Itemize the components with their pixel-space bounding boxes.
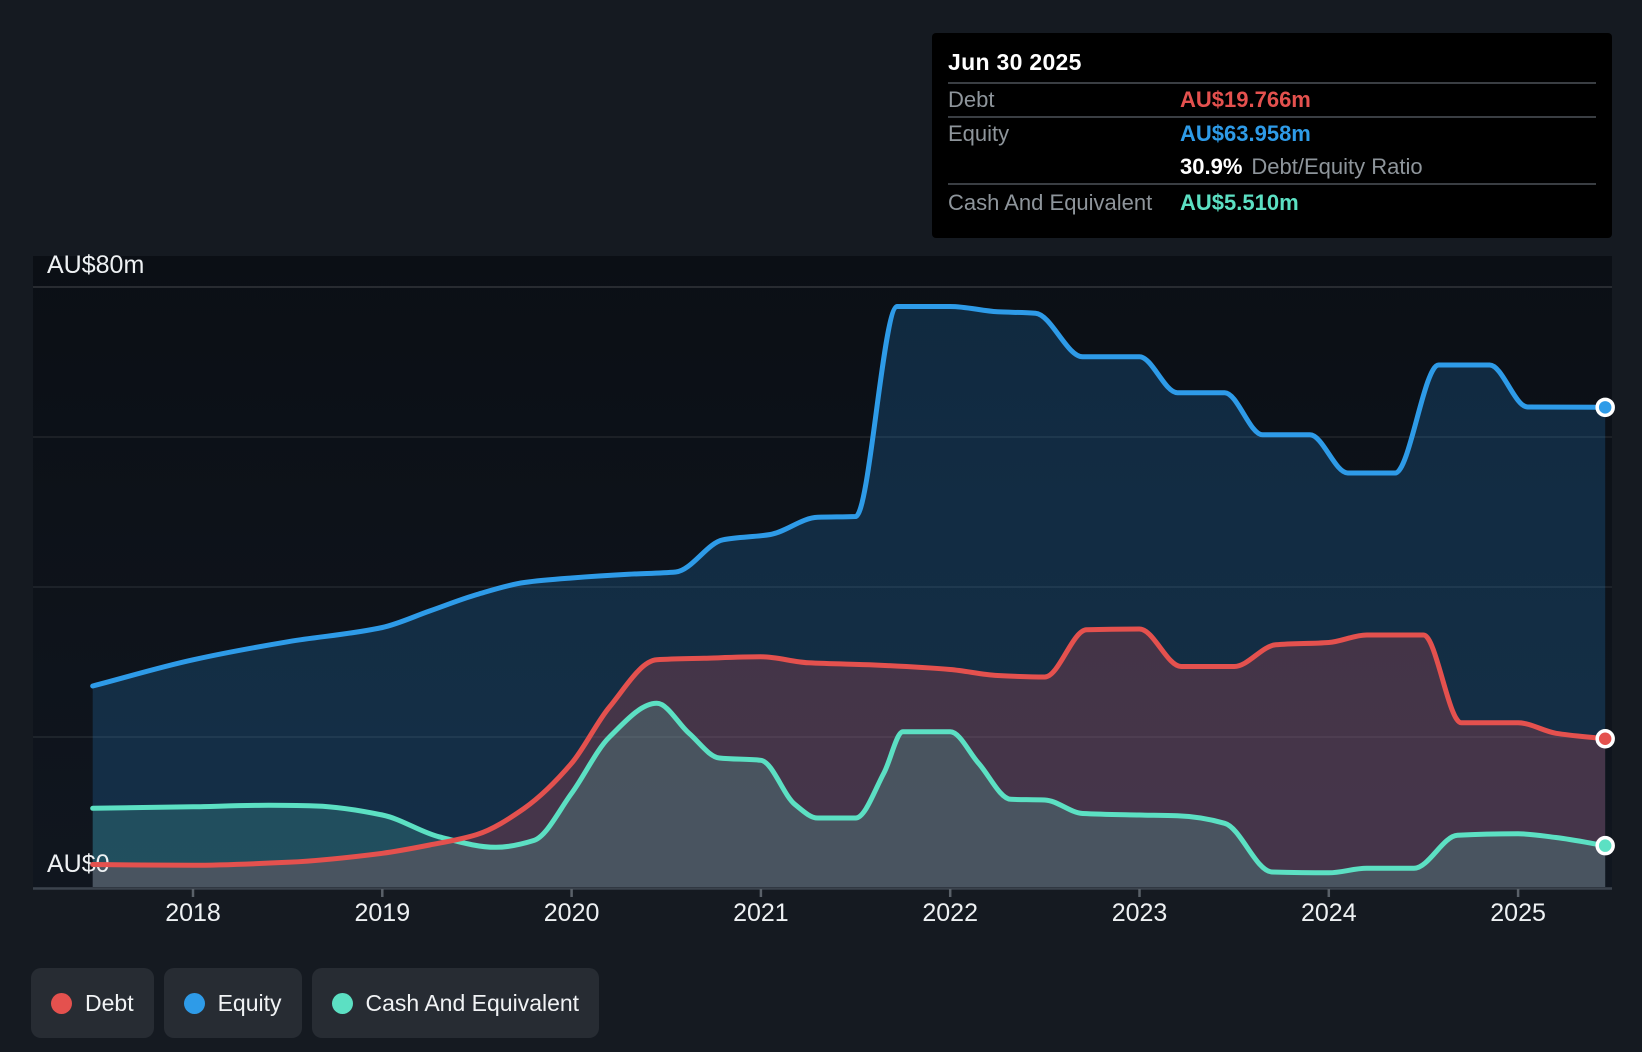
cash-and-equivalent-endpoint-dot xyxy=(1595,835,1615,856)
legend-equity-label: Equity xyxy=(217,989,282,1016)
debt-line xyxy=(90,626,1608,868)
tooltip-cash-value: AU$5.510m xyxy=(1180,189,1299,215)
x-axis-label: 2020 xyxy=(544,899,600,927)
chart-tooltip: Jun 30 2025 Debt AU$19.766m Equity AU$63… xyxy=(932,33,1612,238)
legend-cash-label: Cash And Equivalent xyxy=(365,989,580,1016)
plot-area[interactable] xyxy=(33,256,1612,887)
tooltip-row-cash: Cash And Equivalent AU$5.510m xyxy=(948,183,1596,220)
tooltip-cash-label: Cash And Equivalent xyxy=(948,189,1153,215)
x-axis-label: 2021 xyxy=(733,899,789,927)
tooltip-date: Jun 30 2025 xyxy=(948,49,1082,75)
tooltip-equity-label: Equity xyxy=(948,121,1010,146)
x-axis-label: 2025 xyxy=(1490,899,1546,927)
x-axis-label: 2018 xyxy=(165,899,221,927)
legend: Debt Equity Cash And Equivalent xyxy=(31,968,600,1038)
legend-debt-label: Debt xyxy=(85,989,134,1016)
legend-item-cash[interactable]: Cash And Equivalent xyxy=(311,968,600,1038)
tooltip-row-debt: Debt AU$19.766m xyxy=(948,82,1596,116)
tooltip-row-equity: Equity AU$63.958m xyxy=(948,116,1596,150)
legend-equity-dot-icon xyxy=(183,992,205,1014)
tooltip-debt-label: Debt xyxy=(948,87,995,112)
tooltip-row-ratio: 30.9% Debt/Equity Ratio xyxy=(948,150,1596,183)
legend-debt-dot-icon xyxy=(51,992,72,1014)
x-axis-label: 2022 xyxy=(922,899,978,927)
tooltip-debt-value: AU$19.766m xyxy=(1180,87,1311,112)
legend-item-equity[interactable]: Equity xyxy=(163,968,302,1038)
tooltip-ratio-label: Debt/Equity Ratio xyxy=(1251,153,1423,179)
cash-and-equivalent-area xyxy=(92,703,1606,887)
equity-line xyxy=(90,304,1608,689)
equity-endpoint-dot xyxy=(1595,397,1615,418)
x-axis-label: 2023 xyxy=(1112,899,1168,927)
debt-endpoint-dot xyxy=(1595,729,1615,749)
tooltip-equity-value: AU$63.958m xyxy=(1180,121,1311,146)
legend-cash-dot-icon xyxy=(331,992,353,1014)
equity-area xyxy=(92,306,1606,887)
tooltip-ratio-value: 30.9% Debt/Equity Ratio xyxy=(1180,153,1423,179)
x-axis-label: 2024 xyxy=(1301,899,1357,927)
x-axis-label: 2019 xyxy=(354,899,410,927)
y-axis-label-max: AU$80m xyxy=(47,251,144,279)
legend-item-debt[interactable]: Debt xyxy=(31,968,154,1038)
